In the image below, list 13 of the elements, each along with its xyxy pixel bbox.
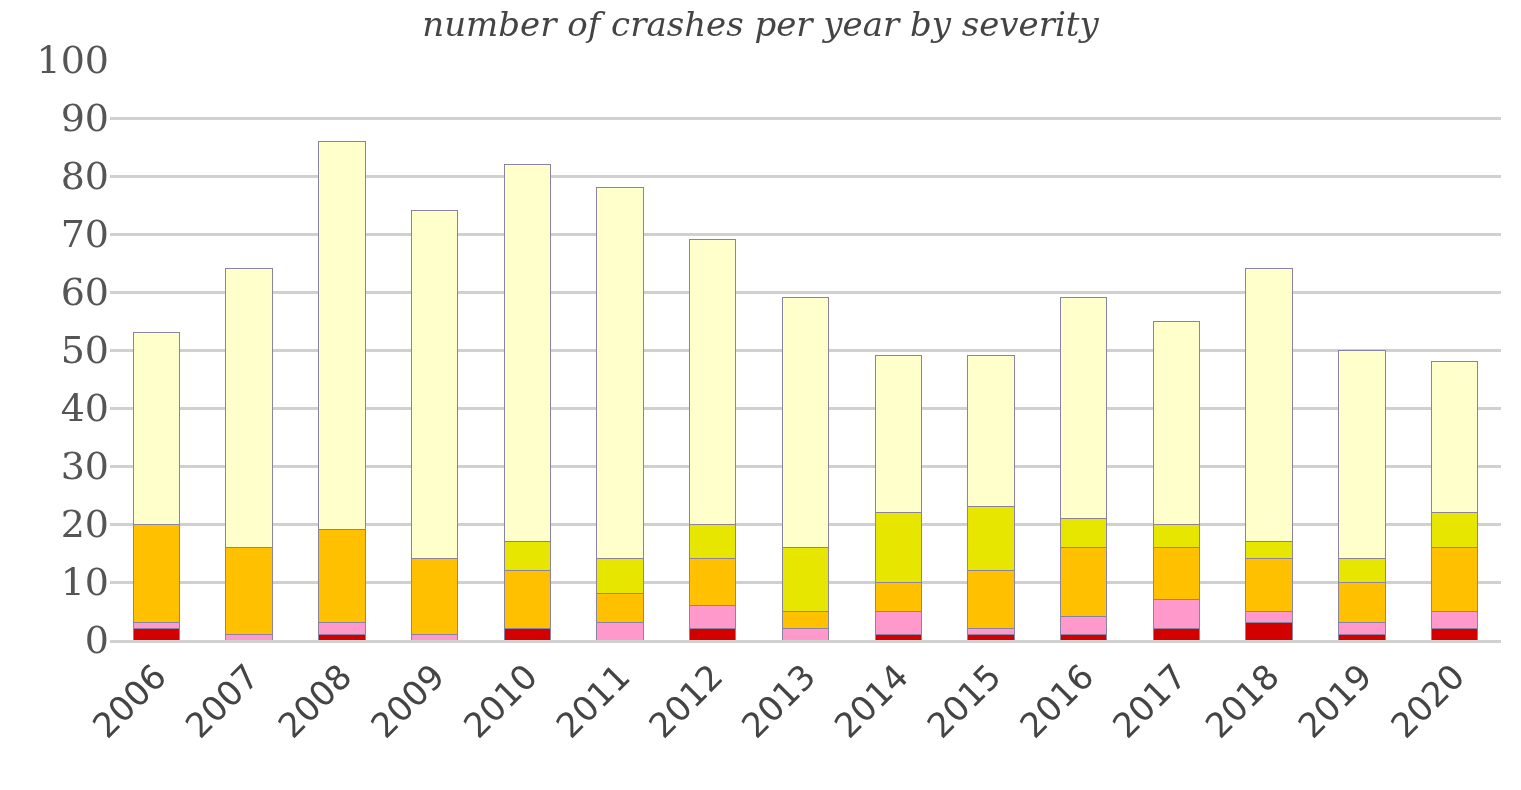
y-tick-label: 50 [60,328,109,373]
y-tick-label: 10 [60,560,109,605]
y-tick-label: 60 [60,270,109,315]
y-tick-label: 0 [84,618,109,663]
y-tick-label: 100 [36,38,109,83]
y-tick-label: 30 [60,444,109,489]
y-tick-label: 80 [60,154,109,199]
y-tick-label: 70 [60,212,109,257]
bar [132,627,181,640]
chart-title: number of crashes per year by severity [422,3,1100,44]
y-tick-label: 20 [60,502,109,547]
y-tick-label: 90 [60,96,109,141]
y-tick-label: 40 [60,386,109,431]
